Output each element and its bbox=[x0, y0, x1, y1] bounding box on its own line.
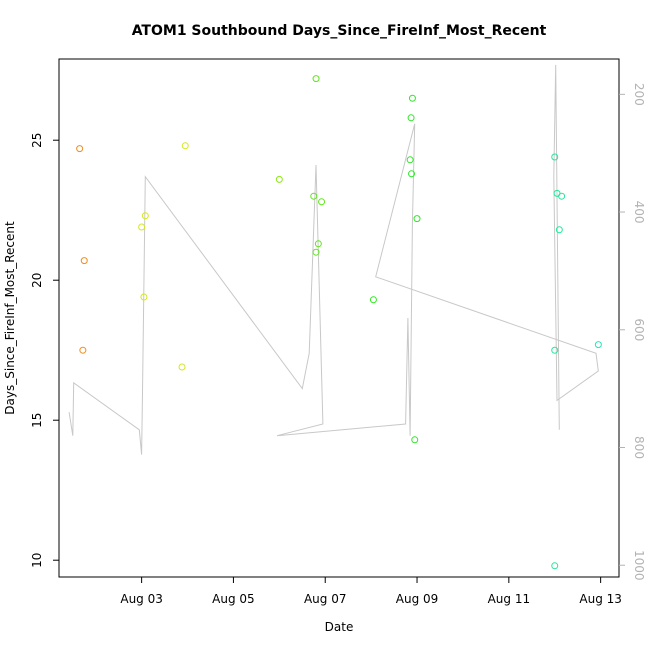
data-point bbox=[275, 175, 283, 183]
data-point bbox=[558, 192, 566, 200]
left-y-axis: 10 15 20 25 bbox=[30, 133, 59, 568]
x-axis: Aug 03 Aug 05 Aug 07 Aug 09 Aug 11 Aug 13 bbox=[120, 577, 622, 606]
chart-title: ATOM1 Southbound Days_Since_FireInf_Most… bbox=[132, 23, 547, 39]
right-y-axis: 200 400 600 800 1000 bbox=[619, 83, 646, 581]
data-point bbox=[551, 562, 559, 570]
data-point bbox=[312, 75, 320, 83]
y-tick-label: 20 bbox=[30, 273, 44, 288]
y-tick-label: 15 bbox=[30, 413, 44, 428]
y-tick-label: 25 bbox=[30, 133, 44, 148]
data-point bbox=[406, 156, 414, 164]
data-point bbox=[314, 240, 322, 248]
data-point bbox=[369, 296, 377, 304]
data-point bbox=[140, 293, 148, 301]
x-tick-label: Aug 13 bbox=[579, 592, 622, 606]
data-point bbox=[318, 198, 326, 206]
data-point bbox=[408, 94, 416, 102]
right-y-tick-label: 1000 bbox=[632, 550, 646, 581]
y-axis-label: Days_Since_FireInf_Most_Recent bbox=[3, 221, 17, 415]
x-tick-label: Aug 09 bbox=[396, 592, 439, 606]
data-point bbox=[407, 114, 415, 122]
data-point bbox=[181, 142, 189, 150]
data-point bbox=[555, 226, 563, 234]
data-point bbox=[312, 248, 320, 256]
x-tick-label: Aug 03 bbox=[120, 592, 163, 606]
data-point bbox=[551, 153, 559, 161]
scatter-points bbox=[76, 75, 602, 570]
data-point bbox=[138, 223, 146, 231]
series-line-path bbox=[68, 64, 599, 455]
data-point bbox=[594, 341, 602, 349]
right-y-tick-label: 200 bbox=[632, 83, 646, 106]
data-point bbox=[80, 257, 88, 265]
data-point bbox=[141, 212, 149, 220]
plot-frame bbox=[58, 58, 620, 578]
right-y-tick-label: 800 bbox=[632, 436, 646, 459]
data-point bbox=[310, 192, 318, 200]
data-point bbox=[79, 346, 87, 354]
x-tick-label: Aug 07 bbox=[304, 592, 347, 606]
data-point bbox=[408, 170, 416, 178]
right-y-tick-label: 400 bbox=[632, 201, 646, 224]
data-point bbox=[551, 346, 559, 354]
series-line-right-axis bbox=[68, 64, 599, 455]
x-tick-label: Aug 11 bbox=[488, 592, 531, 606]
y-tick-label: 10 bbox=[30, 553, 44, 568]
x-axis-label: Date bbox=[325, 620, 354, 634]
x-tick-label: Aug 05 bbox=[212, 592, 255, 606]
right-y-tick-label: 600 bbox=[632, 318, 646, 341]
data-point bbox=[76, 145, 84, 153]
data-point bbox=[178, 363, 186, 371]
data-point bbox=[413, 215, 421, 223]
data-point bbox=[411, 436, 419, 444]
